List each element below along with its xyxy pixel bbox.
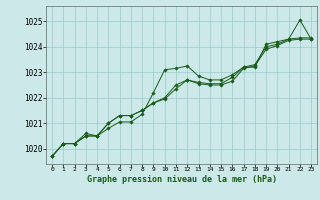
X-axis label: Graphe pression niveau de la mer (hPa): Graphe pression niveau de la mer (hPa): [87, 175, 276, 184]
